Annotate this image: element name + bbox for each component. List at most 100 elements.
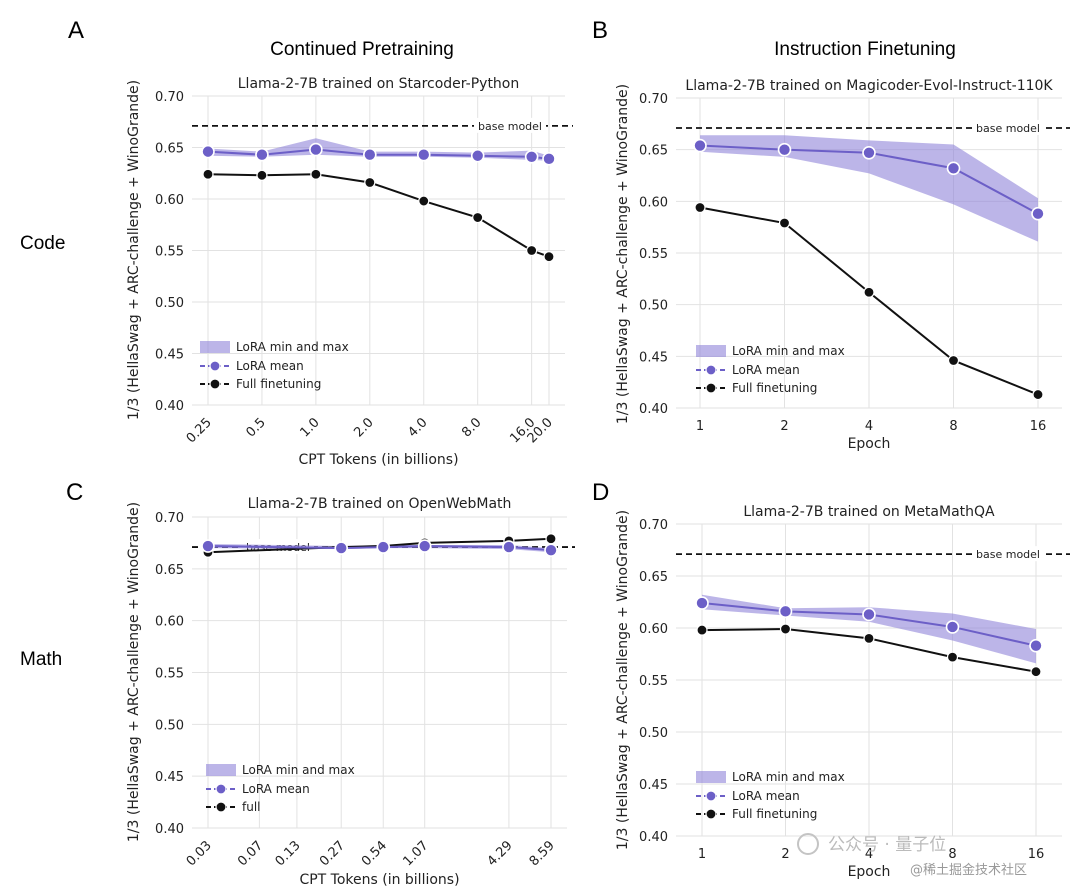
legend-marker-lora-mean [209, 360, 221, 372]
lora-mean-point [778, 604, 793, 619]
legend-label-full: Full finetuning [236, 377, 321, 391]
y-tick-label: 0.45 [639, 778, 668, 793]
x-tick-label: 2.0 [351, 415, 376, 440]
panel-c: 0.40 0.45 0.50 0.55 0.60 0.65 0.70 0.03 0.07 0.13… [126, 496, 575, 886]
y-tick-label: 0.40 [155, 822, 184, 837]
y-tick-label: 0.45 [155, 770, 184, 785]
lora-mean-point [416, 147, 431, 162]
base-model-label: base model [976, 122, 1040, 135]
full-finetuning-point [310, 168, 322, 180]
x-tick-label: 4.29 [485, 838, 516, 869]
row-label-code: Code [20, 233, 65, 254]
x-tick-label: 0.07 [235, 838, 266, 869]
y-tick-label: 0.60 [639, 622, 668, 637]
full-finetuning-point [545, 533, 557, 545]
legend-label-band: LoRA min and max [242, 763, 355, 777]
full-finetuning-point [472, 211, 484, 224]
x-tick-label: 16 [1028, 847, 1045, 862]
y-tick-label: 0.55 [639, 674, 668, 689]
lora-mean-point [470, 148, 485, 163]
y-axis-label: 1/3 (HellaSwag + ARC-challenge + WinoGra… [615, 84, 631, 424]
full-finetuning-line [207, 173, 550, 258]
y-tick-label: 0.65 [639, 570, 668, 585]
panel-title: Llama-2-7B trained on Starcoder-Python [238, 76, 520, 92]
base-model-label-bg [474, 117, 546, 133]
x-tick-label: 8.59 [527, 838, 558, 869]
legend-swatch-band [200, 341, 230, 353]
full-finetuning-point [256, 169, 268, 181]
full-finetuning-point [526, 244, 538, 257]
legend-marker-lora-mean [705, 364, 717, 376]
x-tick-label: 0.5 [244, 415, 269, 440]
legend-swatch-band [696, 345, 726, 357]
lora-mean-point [201, 144, 215, 159]
lora-mean-point [945, 620, 960, 634]
legend-label-lora-mean: LoRA mean [732, 363, 800, 377]
y-tick-label: 0.50 [639, 726, 668, 741]
lora-mean-point [502, 540, 516, 554]
x-tick-label: 4 [865, 847, 873, 862]
x-tick-label: 1 [696, 419, 704, 434]
lora-mean-point [334, 541, 349, 555]
full-finetuning-point [947, 354, 960, 367]
legend-label-band: LoRA min and max [732, 344, 845, 358]
x-tick-label: 16 [1030, 419, 1047, 434]
chart-panels: 0.40 0.45 0.50 0.55 0.60 0.65 0.70 0.25 0.5 1.0 2.… [126, 76, 1070, 886]
x-axis-label: Epoch [848, 864, 891, 880]
y-tick-label: 0.70 [155, 90, 184, 105]
y-tick-label: 0.60 [155, 615, 184, 630]
lora-mean-point [309, 142, 323, 157]
legend-label-lora-mean: LoRA mean [236, 359, 304, 373]
base-model-label-bg [972, 546, 1044, 562]
x-tick-label: 4.0 [405, 415, 430, 440]
legend-label-full: full [242, 800, 261, 814]
y-axis-label: 1/3 (HellaSwag + ARC-challenge + WinoGra… [126, 80, 142, 420]
x-tick-label: 2 [780, 419, 788, 434]
column-title-instruction-finetuning: Instruction Finetuning [774, 39, 956, 60]
panel-b: 0.40 0.45 0.50 0.55 0.60 0.65 0.70 1 2 4 8 16 base m… [615, 78, 1070, 452]
lora-mean-point [376, 540, 391, 554]
legend-marker-lora-mean [215, 783, 227, 795]
x-tick-label: 8 [949, 419, 957, 434]
lora-mean-point [524, 149, 539, 164]
lora-mean-point [255, 147, 269, 162]
x-tick-label: 2 [781, 847, 789, 862]
y-tick-label: 0.65 [639, 144, 668, 159]
y-axis-label: 1/3 (HellaSwag + ARC-challenge + WinoGra… [615, 510, 631, 850]
x-tick-label: 1 [698, 847, 706, 862]
y-tick-label: 0.40 [639, 830, 668, 845]
legend-label-band: LoRA min and max [236, 340, 349, 354]
x-tick-label: 0.03 [184, 838, 215, 869]
base-model-label: base model [478, 120, 542, 133]
y-tick-label: 0.55 [155, 245, 184, 260]
x-tick-label: 4 [865, 419, 873, 434]
lora-mean-point [946, 161, 961, 176]
y-tick-label: 0.40 [639, 402, 668, 417]
x-tick-label: 0.25 [184, 415, 215, 446]
panel-letter-d: D [592, 479, 609, 506]
x-axis-label: Epoch [848, 436, 891, 452]
base-model-label: base model [976, 548, 1040, 561]
full-finetuning-point [694, 201, 706, 214]
lora-mean-point [695, 596, 709, 610]
watermark-main: 公众号 · 量子位 [828, 835, 946, 855]
y-tick-label: 0.45 [639, 350, 668, 365]
y-tick-label: 0.55 [155, 667, 184, 682]
lora-mean-point [1029, 638, 1043, 653]
legend-label-lora-mean: LoRA mean [242, 782, 310, 796]
lora-mean-point [363, 147, 377, 162]
y-axis-label: 1/3 (HellaSwag + ARC-challenge + WinoGra… [126, 502, 142, 842]
legend-swatch-band [206, 764, 236, 776]
y-tick-label: 0.55 [639, 247, 668, 262]
base-model-label-bg [972, 119, 1044, 135]
y-tick-label: 0.50 [155, 296, 184, 311]
x-tick-label: 0.27 [317, 838, 348, 869]
lora-mean-point [862, 145, 876, 160]
panel-letter-b: B [592, 17, 608, 44]
full-finetuning-point [779, 623, 792, 635]
full-finetuning-point [543, 251, 555, 263]
x-tick-label: 0.54 [359, 838, 390, 869]
full-finetuning-point [364, 176, 376, 189]
lora-mean-point [544, 543, 558, 557]
y-tick-label: 0.45 [155, 348, 184, 363]
